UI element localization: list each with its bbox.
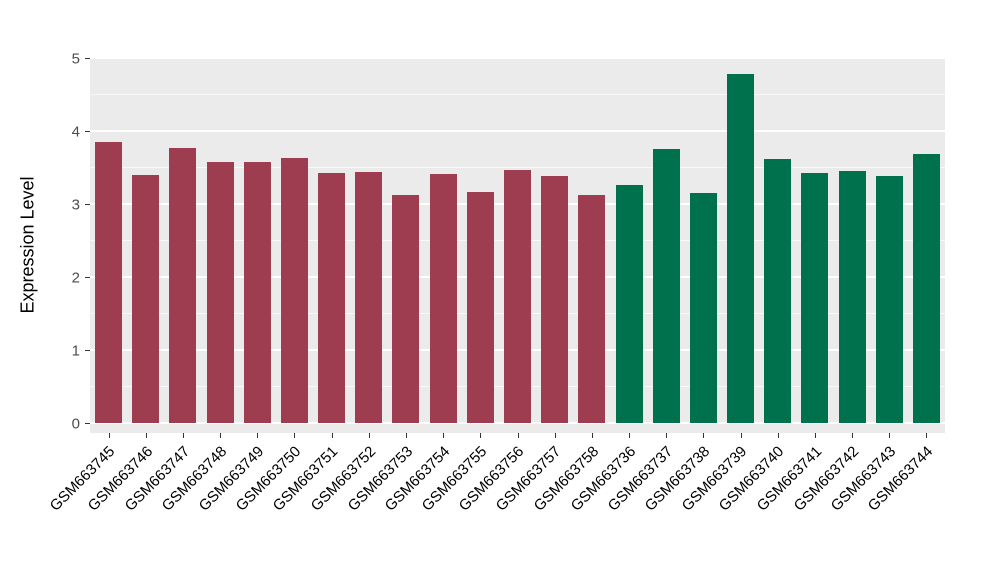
bar xyxy=(355,171,383,423)
bar xyxy=(764,158,792,423)
bar xyxy=(578,194,606,423)
bar xyxy=(727,74,755,423)
bar xyxy=(838,171,866,423)
bar xyxy=(801,172,829,423)
gridline-major xyxy=(90,422,945,424)
x-tick-mark xyxy=(740,433,742,438)
x-tick-mark xyxy=(517,433,519,438)
x-tick-mark xyxy=(145,433,147,438)
bar xyxy=(429,174,457,423)
x-tick-mark xyxy=(108,433,110,438)
bar xyxy=(132,174,160,423)
y-tick-mark xyxy=(85,204,90,205)
bar xyxy=(466,191,494,423)
x-tick-mark xyxy=(889,433,891,438)
bar xyxy=(912,153,940,423)
y-tick-label: 2 xyxy=(71,269,80,287)
bar xyxy=(504,170,531,423)
y-tick-mark xyxy=(85,58,90,59)
gridline-minor xyxy=(90,94,945,95)
bar xyxy=(95,141,123,423)
y-tick-label: 4 xyxy=(71,123,80,141)
gridline-major xyxy=(90,130,945,132)
x-tick-mark xyxy=(591,433,593,438)
y-tick-label: 1 xyxy=(71,342,80,360)
y-tick-label: 3 xyxy=(71,196,80,214)
bar xyxy=(206,161,234,423)
x-tick-mark xyxy=(480,433,482,438)
bar xyxy=(875,176,903,423)
x-tick-mark xyxy=(777,433,779,438)
x-tick-mark xyxy=(257,433,259,438)
x-tick-mark xyxy=(220,433,222,438)
bar xyxy=(318,172,346,423)
x-tick-mark xyxy=(294,433,296,438)
bar xyxy=(392,195,420,423)
x-tick-mark xyxy=(852,433,854,438)
y-tick-mark xyxy=(85,131,90,132)
x-tick-mark xyxy=(331,433,333,438)
y-tick-mark xyxy=(85,350,90,351)
gridline-minor xyxy=(90,167,945,168)
x-tick-mark xyxy=(443,433,445,438)
x-tick-mark xyxy=(926,433,928,438)
x-tick-mark xyxy=(666,433,668,438)
y-axis-title: Expression Level xyxy=(17,176,38,314)
bar xyxy=(243,161,271,423)
x-tick-mark xyxy=(629,433,631,438)
y-tick-label: 0 xyxy=(71,415,80,433)
x-tick-mark xyxy=(182,433,184,438)
bar xyxy=(280,158,308,423)
bar xyxy=(541,176,569,423)
x-tick-mark xyxy=(703,433,705,438)
bar xyxy=(652,149,680,423)
y-tick-mark xyxy=(85,277,90,278)
bar xyxy=(169,147,197,423)
bar xyxy=(689,193,717,423)
x-tick-mark xyxy=(368,433,370,438)
gridline-major xyxy=(90,57,945,59)
y-tick-mark xyxy=(85,423,90,424)
x-tick-mark xyxy=(405,433,407,438)
x-tick-mark xyxy=(554,433,556,438)
bar xyxy=(615,185,643,423)
y-tick-label: 5 xyxy=(71,50,80,68)
x-tick-mark xyxy=(814,433,816,438)
